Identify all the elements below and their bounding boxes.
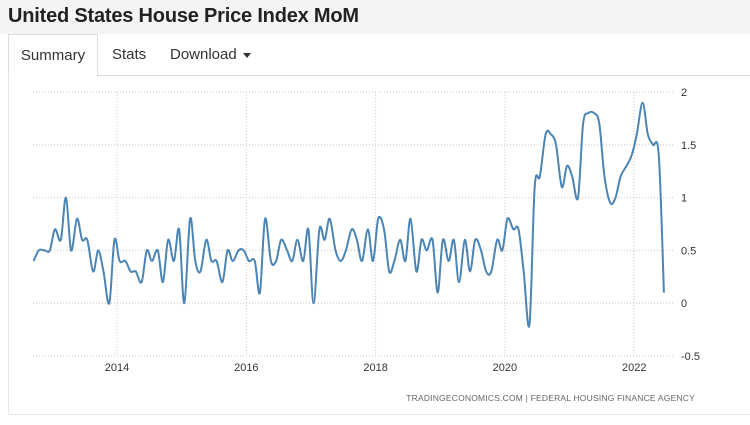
x-tick-label: 2018 [363,362,387,374]
tick-layer: 2 1.5 1 0.5 0 -0.5 2014 2016 2018 2020 2022 [105,87,700,374]
source-attribution: TRADINGECONOMICS.COM | FEDERAL HOUSING F… [406,393,695,403]
series-line [32,101,665,328]
y-tick-label: -0.5 [681,351,700,363]
x-tick-label: 2016 [234,362,258,374]
tab-download[interactable]: Download [170,34,251,77]
page-title: United States House Price Index MoM [8,5,359,27]
title-bar: United States House Price Index MoM [0,0,750,34]
line-chart: 2 1.5 1 0.5 0 -0.5 2014 2016 2018 2020 2022 TRADIN… [32,87,700,403]
chart-container: 2 1.5 1 0.5 0 -0.5 2014 2016 2018 2020 2022 TRADIN… [8,76,750,415]
y-tick-label: 0 [681,298,687,310]
tab-download-label: Download [170,46,237,63]
tab-summary[interactable]: Summary [8,34,98,77]
tab-bar: Summary Stats Download [8,34,750,77]
caret-down-icon [242,52,251,58]
grid-layer [33,91,673,357]
x-tick-label: 2020 [493,362,517,374]
x-tick-label: 2022 [622,362,646,374]
x-tick-label: 2014 [105,362,129,374]
y-tick-label: 2 [681,87,687,99]
tab-stats[interactable]: Stats [112,46,147,63]
y-tick-label: 1.5 [681,140,696,152]
y-tick-label: 0.5 [681,245,696,257]
y-tick-label: 1 [681,193,687,205]
